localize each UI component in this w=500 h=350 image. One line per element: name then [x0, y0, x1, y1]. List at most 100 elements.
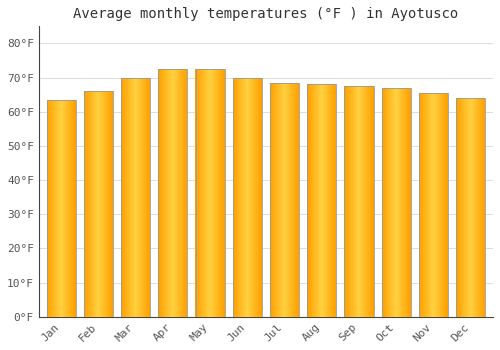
Bar: [238, 78, 239, 317]
Bar: [241, 78, 242, 317]
Bar: [219, 69, 220, 317]
Bar: [251, 78, 252, 317]
Bar: [211, 69, 212, 317]
Bar: [348, 86, 349, 317]
Bar: [140, 78, 141, 317]
Bar: [273, 83, 274, 317]
Bar: [61, 100, 62, 317]
Bar: [204, 69, 205, 317]
Bar: [408, 88, 410, 317]
Bar: [84, 91, 85, 317]
Bar: [63, 100, 64, 317]
Bar: [384, 88, 385, 317]
Bar: [393, 88, 394, 317]
Bar: [358, 86, 359, 317]
Bar: [144, 78, 145, 317]
Bar: [354, 86, 355, 317]
Bar: [199, 69, 200, 317]
Bar: [243, 78, 244, 317]
Bar: [209, 69, 210, 317]
Bar: [347, 86, 348, 317]
Bar: [420, 93, 421, 317]
Bar: [294, 83, 295, 317]
Bar: [70, 100, 71, 317]
Bar: [46, 100, 47, 317]
Bar: [247, 78, 248, 317]
Bar: [148, 78, 150, 317]
Bar: [397, 88, 398, 317]
Bar: [382, 88, 384, 317]
Bar: [138, 78, 139, 317]
Bar: [72, 100, 73, 317]
Bar: [441, 93, 442, 317]
Bar: [56, 100, 58, 317]
Bar: [139, 78, 140, 317]
Bar: [349, 86, 350, 317]
Bar: [130, 78, 131, 317]
Bar: [286, 83, 287, 317]
Bar: [318, 84, 319, 317]
Bar: [85, 91, 86, 317]
Bar: [220, 69, 222, 317]
Bar: [280, 83, 281, 317]
Bar: [295, 83, 296, 317]
Bar: [141, 78, 142, 317]
Bar: [355, 86, 356, 317]
Bar: [442, 93, 443, 317]
Bar: [271, 83, 272, 317]
Bar: [356, 86, 357, 317]
Bar: [325, 84, 326, 317]
Bar: [298, 83, 299, 317]
Bar: [334, 84, 335, 317]
Bar: [364, 86, 366, 317]
Bar: [424, 93, 426, 317]
Bar: [57, 100, 58, 317]
Bar: [361, 86, 362, 317]
Bar: [222, 69, 223, 317]
Bar: [419, 93, 420, 317]
Bar: [69, 100, 70, 317]
Bar: [242, 78, 243, 317]
Bar: [173, 69, 174, 317]
Bar: [290, 83, 292, 317]
Bar: [437, 93, 438, 317]
Bar: [187, 69, 188, 317]
Bar: [464, 98, 465, 317]
Bar: [461, 98, 462, 317]
Bar: [64, 100, 65, 317]
Bar: [482, 98, 484, 317]
Bar: [430, 93, 431, 317]
Bar: [328, 84, 329, 317]
Bar: [50, 100, 51, 317]
Bar: [475, 98, 476, 317]
Bar: [200, 69, 201, 317]
Bar: [173, 69, 174, 317]
Bar: [352, 86, 354, 317]
Bar: [108, 91, 109, 317]
Bar: [320, 84, 322, 317]
Bar: [275, 83, 276, 317]
Bar: [429, 93, 430, 317]
Bar: [398, 88, 399, 317]
Bar: [71, 100, 72, 317]
Bar: [260, 78, 261, 317]
Bar: [185, 69, 186, 317]
Bar: [323, 84, 324, 317]
Bar: [310, 84, 311, 317]
Bar: [279, 83, 280, 317]
Bar: [55, 100, 56, 317]
Bar: [315, 84, 316, 317]
Bar: [422, 93, 424, 317]
Bar: [89, 91, 90, 317]
Bar: [463, 98, 464, 317]
Bar: [148, 78, 149, 317]
Bar: [333, 84, 334, 317]
Bar: [291, 83, 292, 317]
Bar: [103, 91, 104, 317]
Bar: [405, 88, 406, 317]
Bar: [331, 84, 332, 317]
Bar: [127, 78, 128, 317]
Bar: [235, 78, 236, 317]
Bar: [207, 69, 208, 317]
Bar: [176, 69, 177, 317]
